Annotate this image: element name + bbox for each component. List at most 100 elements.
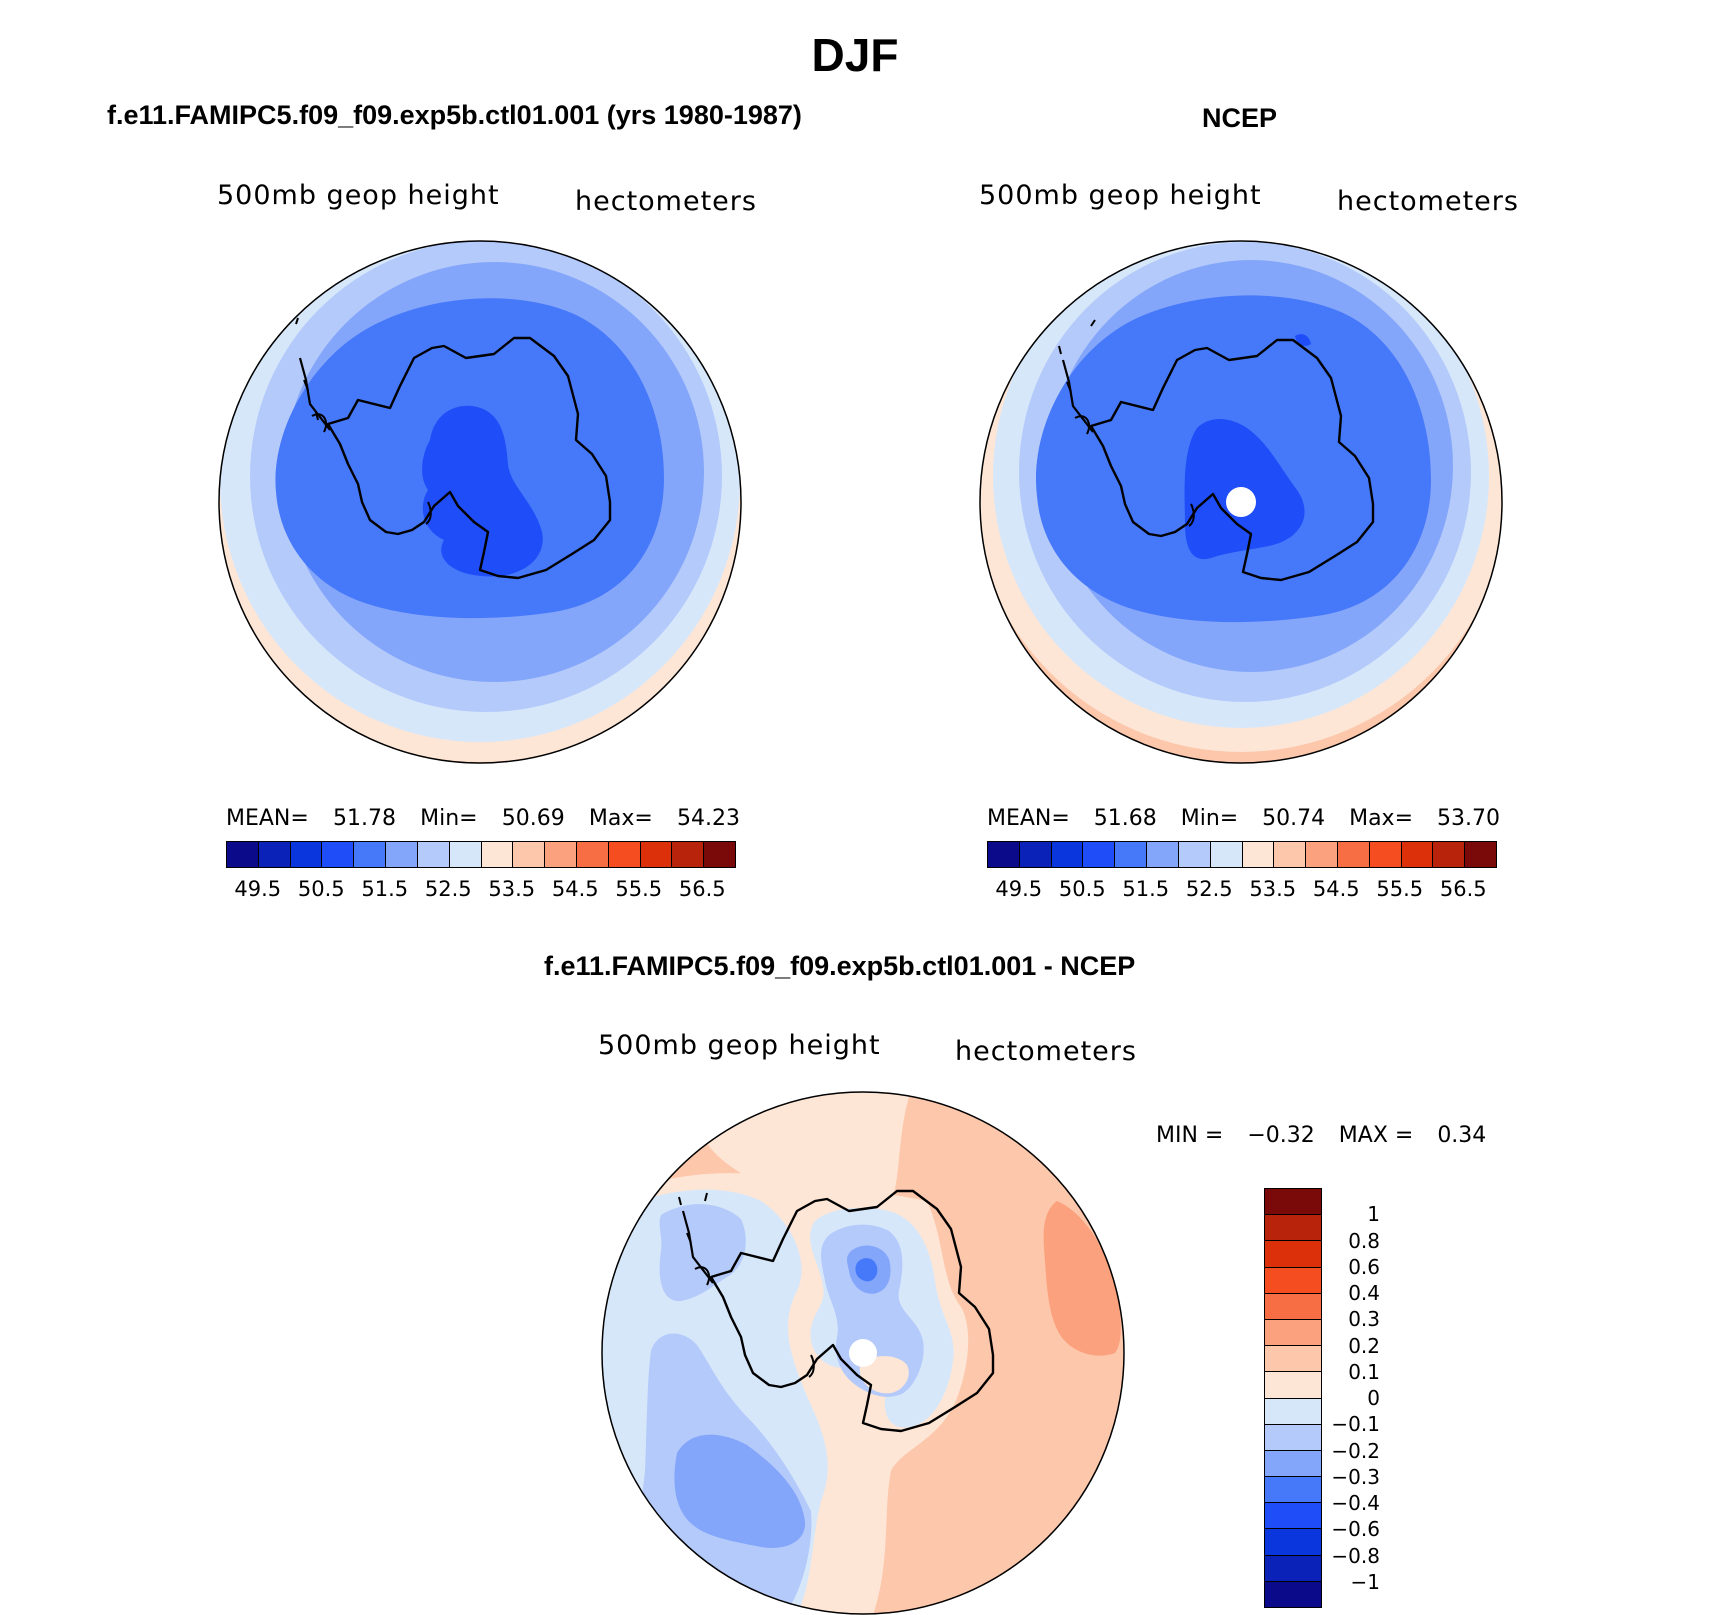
colorbar-tick-label: 52.5 bbox=[1185, 877, 1233, 901]
min-value: 50.69 bbox=[501, 806, 565, 831]
colorbar-tick-label: 0.8 bbox=[1348, 1228, 1380, 1253]
colorbar-swatch bbox=[322, 842, 355, 867]
colorbar-swatch bbox=[1369, 842, 1402, 867]
colorbar-swatch bbox=[545, 842, 577, 867]
min-label: Min= bbox=[420, 806, 478, 831]
mean-label: MEAN= bbox=[987, 806, 1070, 831]
panel-title-model: f.e11.FAMIPC5.f09_f09.exp5b.ctl01.001 (y… bbox=[107, 100, 802, 130]
colorbar-swatch bbox=[1265, 1529, 1321, 1556]
colorbar-swatch bbox=[481, 842, 514, 867]
pole-missing-data-marker bbox=[849, 1339, 877, 1367]
colorbar-swatch bbox=[1019, 842, 1052, 867]
colorbar-tick-label: 1 bbox=[1367, 1202, 1380, 1227]
colorbar-swatch bbox=[1265, 1215, 1321, 1242]
subtitle-units: hectometers bbox=[1337, 186, 1519, 217]
colorbar-swatch bbox=[704, 842, 735, 867]
colorbar-tick-label: 0.3 bbox=[1348, 1307, 1380, 1332]
colorbar-swatch bbox=[1401, 842, 1434, 867]
colorbar-tick-label: 54.5 bbox=[1312, 877, 1360, 901]
subtitle-variable: 500mb geop height bbox=[979, 180, 1262, 211]
stats-difference: MIN = −0.32 MAX = 0.34 bbox=[1156, 1123, 1486, 1148]
colorbar-tick-label: −0.4 bbox=[1331, 1491, 1380, 1515]
colorbar-tick-label: 49.5 bbox=[234, 877, 282, 901]
colorbar-tick-label: 0.6 bbox=[1348, 1254, 1380, 1279]
colorbar-swatch bbox=[576, 842, 609, 867]
colorbar-tick-label: 0.1 bbox=[1348, 1359, 1380, 1384]
colorbar-swatch bbox=[1265, 1346, 1321, 1373]
colorbar-swatch bbox=[227, 842, 259, 867]
subtitle-variable: 500mb geop height bbox=[598, 1030, 881, 1061]
colorbar-tick-label: −0.6 bbox=[1331, 1517, 1380, 1542]
min-value: 50.74 bbox=[1262, 806, 1326, 831]
colorbar-swatch bbox=[640, 842, 673, 867]
page-title: DJF bbox=[811, 29, 899, 81]
colorbar-tick-label: 56.5 bbox=[1439, 877, 1487, 901]
colorbar-tick-label: 51.5 bbox=[361, 877, 409, 901]
colorbar-tick-label: 51.5 bbox=[1122, 877, 1170, 901]
max-value: 53.70 bbox=[1436, 806, 1500, 831]
colorbar-tick-label: 54.5 bbox=[551, 877, 599, 901]
colorbar-swatch bbox=[1265, 1503, 1321, 1530]
max-label: MAX = bbox=[1338, 1123, 1414, 1148]
colorbar-swatch bbox=[608, 842, 641, 867]
min-label: MIN = bbox=[1156, 1123, 1224, 1148]
colorbar-swatch bbox=[1210, 842, 1243, 867]
subtitle-variable: 500mb geop height bbox=[217, 180, 500, 211]
colorbar-swatch bbox=[513, 842, 546, 867]
colorbar-tick-label: 53.5 bbox=[488, 877, 536, 901]
colorbar-tick-label: 52.5 bbox=[424, 877, 472, 901]
colorbar-swatch bbox=[1265, 1424, 1321, 1451]
colorbar-swatch bbox=[1115, 842, 1148, 867]
colorbar-swatch bbox=[1265, 1319, 1321, 1347]
stats-model: MEAN= 51.78 Min= 50.69 Max= 54.23 bbox=[226, 806, 740, 831]
subtitle-units: hectometers bbox=[575, 186, 757, 217]
colorbar-swatch bbox=[258, 842, 291, 867]
panel-title-difference: f.e11.FAMIPC5.f09_f09.exp5b.ctl01.001 - … bbox=[544, 951, 1136, 981]
polar-map-ncep bbox=[979, 240, 1503, 764]
colorbar-tick-label: −0.3 bbox=[1331, 1464, 1380, 1489]
colorbar-difference bbox=[1264, 1188, 1322, 1608]
max-label: Max= bbox=[1349, 806, 1414, 831]
polar-map-difference bbox=[601, 1091, 1125, 1615]
colorbar-swatch bbox=[1178, 842, 1211, 867]
colorbar-tick-label: 55.5 bbox=[1376, 877, 1424, 901]
max-value: 54.23 bbox=[676, 806, 740, 831]
colorbar-swatch bbox=[1265, 1555, 1321, 1582]
colorbar-swatch bbox=[1265, 1293, 1321, 1320]
colorbar-tick-label: 0 bbox=[1367, 1386, 1380, 1410]
colorbar-tick-label: −0.1 bbox=[1331, 1412, 1380, 1437]
panel-title-ncep: NCEP bbox=[1202, 103, 1278, 133]
colorbar-tick-label: 0.2 bbox=[1348, 1333, 1380, 1358]
colorbar-swatch bbox=[1051, 842, 1084, 867]
colorbar-swatch bbox=[1265, 1581, 1321, 1607]
mean-value: 51.78 bbox=[332, 806, 396, 831]
colorbar-tick-label: 50.5 bbox=[1058, 877, 1106, 901]
min-label: Min= bbox=[1180, 806, 1239, 831]
colorbar-swatch bbox=[1265, 1241, 1321, 1268]
subtitle-units: hectometers bbox=[955, 1036, 1137, 1067]
colorbar-tick-label: 49.5 bbox=[995, 877, 1043, 901]
min-value: −0.32 bbox=[1247, 1123, 1315, 1148]
colorbar-swatch bbox=[1083, 842, 1116, 867]
mean-value: 51.68 bbox=[1093, 806, 1157, 831]
colorbar-tick-label: 0.4 bbox=[1348, 1281, 1380, 1305]
colorbar-swatch bbox=[1465, 842, 1496, 867]
colorbar-swatch bbox=[386, 842, 418, 867]
colorbar-tick-label: −0.8 bbox=[1331, 1543, 1380, 1568]
polar-map-model bbox=[218, 240, 742, 764]
colorbar-swatch bbox=[1265, 1477, 1321, 1504]
colorbar-swatch bbox=[1337, 842, 1370, 867]
colorbar-tick-label: 50.5 bbox=[297, 877, 345, 901]
colorbar-swatch bbox=[1265, 1372, 1321, 1399]
mean-label: MEAN= bbox=[226, 806, 309, 831]
colorbar-model bbox=[226, 841, 736, 868]
max-label: Max= bbox=[588, 806, 653, 831]
stats-ncep: MEAN= 51.68 Min= 50.74 Max= 53.70 bbox=[987, 806, 1500, 831]
colorbar-tick-label: 56.5 bbox=[678, 877, 726, 901]
colorbar-swatch bbox=[1147, 842, 1179, 867]
colorbar-swatch bbox=[1265, 1398, 1321, 1425]
colorbar-swatch bbox=[449, 842, 482, 867]
colorbar-swatch bbox=[354, 842, 387, 867]
colorbar-swatch bbox=[1306, 842, 1338, 867]
colorbar-swatch bbox=[1242, 842, 1275, 867]
